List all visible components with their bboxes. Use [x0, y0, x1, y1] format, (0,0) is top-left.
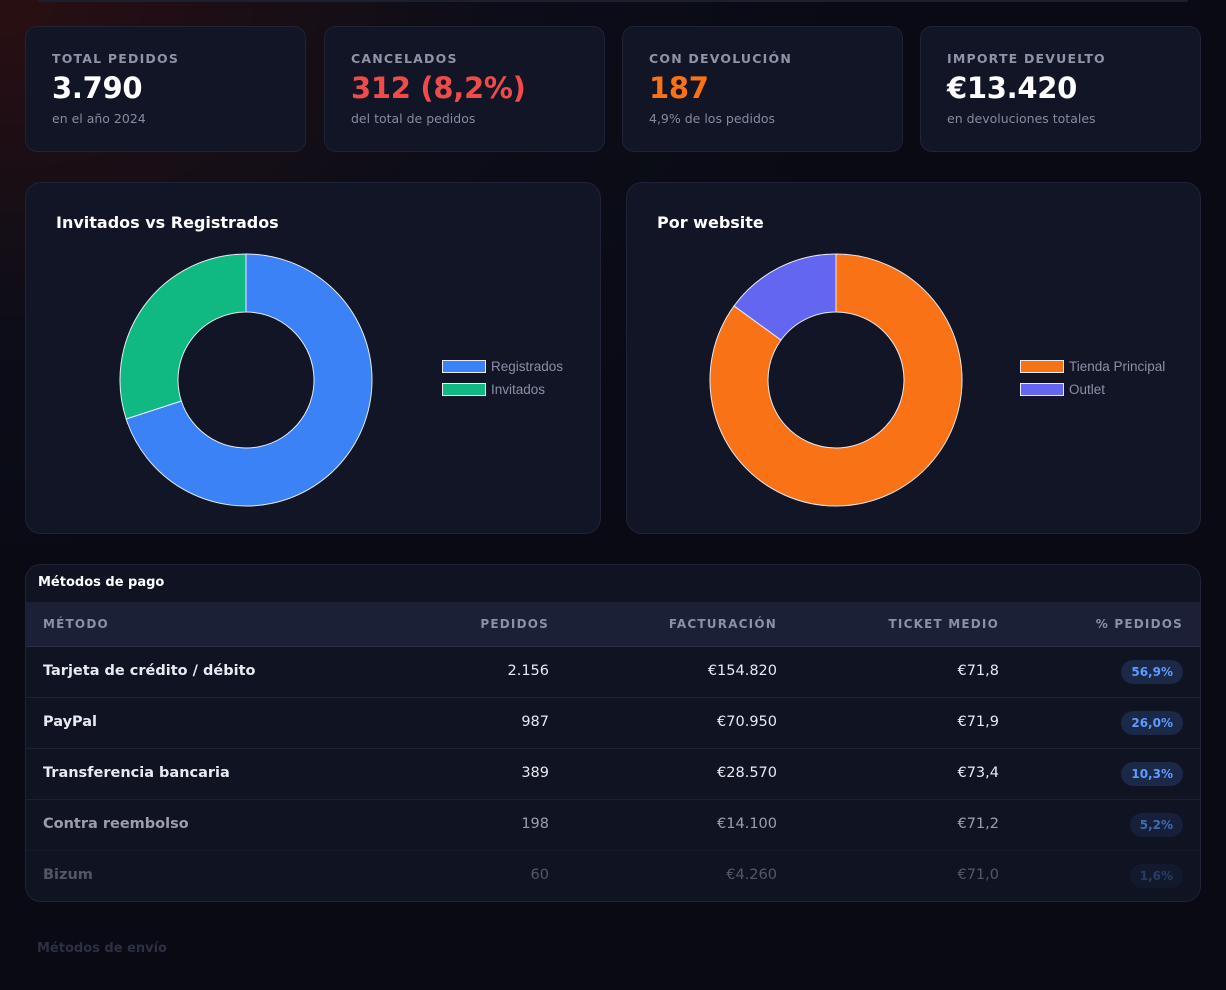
- legend-swatch: [1020, 360, 1064, 373]
- payment-methods-table: Métodos de pago MÉTODO PEDIDOS FACTURACI…: [25, 564, 1201, 902]
- chart-title: Por website: [657, 213, 764, 232]
- column-header-ticket[interactable]: TICKET MEDIO: [888, 617, 999, 631]
- table-row[interactable]: Contra reembolso 198 €14.100 €71,2 5,2%: [26, 800, 1200, 851]
- table-row[interactable]: PayPal 987 €70.950 €71,9 26,0%: [26, 698, 1200, 749]
- stat-subtitle: en el año 2024: [52, 111, 146, 126]
- pct-badge: 26,0%: [1121, 711, 1183, 735]
- pct-badge: 56,9%: [1121, 660, 1183, 684]
- stat-subtitle: en devoluciones totales: [947, 111, 1096, 126]
- chart-panel-guests-vs-registered: Invitados vs Registrados Registrados Invi…: [25, 182, 601, 534]
- cell-method: PayPal: [43, 714, 98, 730]
- column-header-pct[interactable]: % PEDIDOS: [1095, 617, 1183, 631]
- cell-orders: 60: [530, 867, 549, 883]
- stat-subtitle: 4,9% de los pedidos: [649, 111, 776, 126]
- legend-swatch: [442, 360, 486, 373]
- stat-label: TOTAL PEDIDOS: [52, 51, 180, 66]
- stat-card-cancelled: CANCELADOS 312 (8,2%) del total de pedid…: [324, 26, 605, 152]
- stat-card-returns: CON DEVOLUCIÓN 187 4,9% de los pedidos: [622, 26, 903, 152]
- chart-legend: Tienda Principal Outlet: [1020, 355, 1165, 401]
- stat-value: 187: [649, 71, 709, 105]
- pct-badge: 1,6%: [1129, 864, 1183, 888]
- cell-ticket: €71,0: [957, 867, 999, 883]
- cell-method: Bizum: [43, 867, 93, 883]
- cell-method: Tarjeta de crédito / débito: [43, 663, 256, 679]
- stat-subtitle: del total de pedidos: [351, 111, 476, 126]
- cell-revenue: €4.260: [726, 867, 777, 883]
- top-divider: [38, 0, 1188, 2]
- legend-item[interactable]: Registrados: [442, 355, 563, 378]
- stat-value: 312 (8,2%): [351, 71, 526, 105]
- cell-ticket: €71,2: [957, 816, 999, 832]
- legend-item[interactable]: Invitados: [442, 378, 563, 401]
- legend-label: Invitados: [491, 382, 546, 397]
- stat-card-total-orders: TOTAL PEDIDOS 3.790 en el año 2024: [25, 26, 306, 152]
- legend-item[interactable]: Tienda Principal: [1020, 355, 1165, 378]
- slice-registrados[interactable]: [125, 253, 373, 507]
- cell-ticket: €73,4: [957, 765, 999, 781]
- stat-label: IMPORTE DEVUELTO: [947, 51, 1106, 66]
- legend-label: Outlet: [1069, 382, 1106, 397]
- shipping-section-title: Métodos de envío: [37, 941, 167, 956]
- chart-title: Invitados vs Registrados: [56, 213, 279, 232]
- cell-ticket: €71,9: [957, 714, 999, 730]
- cell-method: Contra reembolso: [43, 816, 189, 832]
- legend-label: Tienda Principal: [1069, 359, 1166, 374]
- cell-revenue: €28.570: [717, 765, 777, 781]
- column-header-revenue[interactable]: FACTURACIÓN: [668, 617, 777, 631]
- chart-legend: Registrados Invitados: [442, 355, 563, 401]
- column-header-method[interactable]: MÉTODO: [43, 617, 109, 631]
- pct-badge: 10,3%: [1121, 762, 1183, 786]
- cell-orders: 389: [521, 765, 549, 781]
- slice-tienda-principal[interactable]: [709, 253, 963, 507]
- stat-value: 3.790: [52, 71, 143, 105]
- chart-panel-by-website: Por website Tienda Principal Outlet: [626, 182, 1201, 534]
- legend-swatch: [1020, 383, 1064, 396]
- table-title: Métodos de pago: [38, 575, 165, 590]
- legend-swatch: [442, 383, 486, 396]
- legend-item[interactable]: Outlet: [1020, 378, 1165, 401]
- table-row[interactable]: Transferencia bancaria 389 €28.570 €73,4 10,…: [26, 749, 1200, 800]
- cell-ticket: €71,8: [957, 663, 999, 679]
- table-row[interactable]: Bizum 60 €4.260 €71,0 1,6%: [26, 851, 1200, 901]
- table-header: MÉTODO PEDIDOS FACTURACIÓN TICKET MEDIO …: [26, 602, 1200, 647]
- donut-chart: [709, 253, 963, 507]
- cell-revenue: €14.100: [717, 816, 777, 832]
- legend-label: Registrados: [491, 359, 564, 374]
- stat-label: CON DEVOLUCIÓN: [649, 51, 792, 66]
- table-row[interactable]: Tarjeta de crédito / débito 2.156 €154.820…: [26, 647, 1200, 698]
- cell-orders: 198: [521, 816, 549, 832]
- pct-badge: 5,2%: [1129, 813, 1183, 837]
- column-header-orders[interactable]: PEDIDOS: [480, 617, 549, 631]
- cell-revenue: €154.820: [707, 663, 777, 679]
- cell-method: Transferencia bancaria: [43, 765, 230, 781]
- stat-label: CANCELADOS: [351, 51, 458, 66]
- cell-orders: 2.156: [507, 663, 549, 679]
- slice-outlet[interactable]: [733, 253, 837, 341]
- stat-value: €13.420: [947, 71, 1077, 105]
- slice-invitados[interactable]: [119, 253, 247, 420]
- donut-chart: [119, 253, 373, 507]
- cell-revenue: €70.950: [717, 714, 777, 730]
- stat-card-refund-amount: IMPORTE DEVUELTO €13.420 en devoluciones…: [920, 26, 1201, 152]
- cell-orders: 987: [521, 714, 549, 730]
